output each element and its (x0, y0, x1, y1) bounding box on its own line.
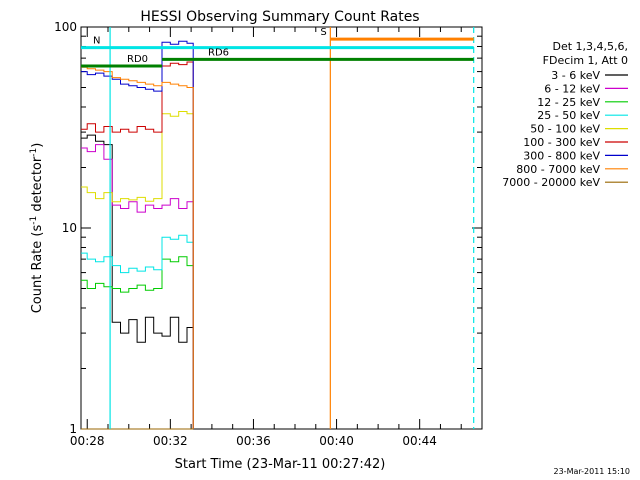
x-tick-label: 00:40 (319, 434, 354, 448)
series-line (81, 40, 194, 429)
legend-header-2: FDecim 1, Att 0 (543, 54, 628, 67)
x-axis-ticks: 00:28 00:32 00:36 00:40 00:44 (70, 27, 483, 448)
series-line (81, 134, 194, 429)
chart-title: HESSI Observing Summary Count Rates (140, 9, 419, 25)
state-bar-label: N (93, 36, 100, 47)
series-line (81, 234, 194, 429)
legend-label: 3 - 6 keV (551, 69, 600, 82)
series-line (81, 144, 194, 429)
series-lines (81, 40, 194, 430)
series-line (81, 111, 194, 429)
legend-label: 12 - 25 keV (537, 96, 600, 109)
x-axis-label: Start Time (23-Mar-11 00:27:42) (175, 457, 386, 472)
state-bar-label: RD0 (127, 54, 148, 65)
series-line (81, 61, 194, 429)
x-tick-label: 00:44 (402, 434, 437, 448)
legend-label: 50 - 100 keV (530, 123, 600, 136)
x-tick-label: 00:36 (236, 434, 271, 448)
legend-label: 800 - 7000 keV (516, 163, 600, 176)
state-bars: N RD0 RD6 S (81, 27, 474, 68)
x-tick-label: 00:32 (153, 434, 188, 448)
y-axis-ticks: 1 10 100 (54, 20, 482, 436)
legend-label: 25 - 50 keV (537, 109, 600, 122)
state-bar-label: RD6 (208, 47, 229, 58)
x-tick-label: 00:28 (70, 434, 105, 448)
state-bar-label: S (320, 27, 326, 38)
y-tick-label: 1 (69, 422, 77, 436)
legend-label: 300 - 800 keV (523, 149, 600, 162)
legend-label: 6 - 12 keV (544, 82, 600, 95)
y-tick-label: 100 (54, 20, 77, 34)
series-line (81, 256, 194, 429)
legend-label: 100 - 300 keV (523, 136, 600, 149)
legend: Det 1,3,4,5,6, FDecim 1, Att 0 3 - 6 keV… (502, 40, 628, 189)
vertical-markers (109, 27, 475, 429)
legend-label: 7000 - 20000 keV (502, 176, 600, 189)
y-tick-label: 10 (62, 221, 77, 235)
legend-header-1: Det 1,3,4,5,6, (552, 40, 628, 53)
timestamp: 23-Mar-2011 15:10 (554, 467, 631, 476)
y-axis-label: Count Rate (s-1 detector-1) (29, 143, 45, 314)
series-line (81, 66, 194, 429)
